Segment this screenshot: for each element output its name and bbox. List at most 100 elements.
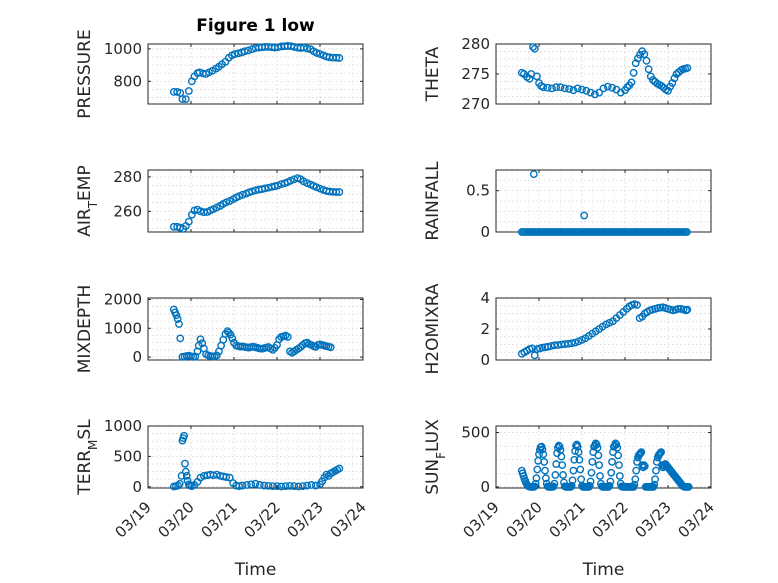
data-point [316, 50, 324, 58]
data-point [614, 451, 623, 460]
data-point [555, 442, 564, 451]
data-point [174, 481, 183, 490]
data-point [260, 481, 268, 490]
data-point [335, 464, 344, 473]
data-point [550, 479, 559, 488]
data-point [683, 64, 692, 72]
x-axis-label: Time [582, 560, 625, 580]
data-point [552, 460, 561, 468]
data-point [307, 481, 316, 489]
data-point [573, 442, 582, 451]
data-point [326, 343, 335, 352]
data-point [607, 468, 616, 477]
data-point [613, 443, 622, 452]
data-point [552, 83, 561, 92]
data-point [608, 83, 616, 92]
data-point [615, 461, 623, 470]
data-point [605, 481, 614, 490]
y-axis-label: PRESSURE [75, 29, 95, 118]
y-tick-label: 0.5 [466, 182, 490, 200]
data-point [222, 473, 231, 481]
data-point [627, 78, 636, 87]
data-point [652, 466, 660, 475]
data-point [575, 455, 584, 464]
data-point [172, 311, 181, 320]
y-tick-label: 1000 [104, 40, 142, 58]
data-point [568, 476, 577, 485]
data-point [290, 482, 299, 491]
data-point [294, 482, 303, 491]
data-point [181, 467, 190, 476]
data-point [543, 342, 552, 351]
data-point [608, 457, 616, 466]
data-point [674, 304, 683, 313]
data-point [335, 188, 344, 196]
subplot-2: 270 275 280 THETA [423, 35, 712, 113]
data-point [594, 451, 603, 460]
data-point [175, 320, 183, 328]
y-tick-label: 280 [113, 168, 142, 186]
y-tick-label: 2000 [104, 290, 142, 308]
data-point [560, 84, 569, 93]
data-point [534, 456, 543, 465]
x-tick-label: 03/24 [327, 498, 370, 541]
data-point [567, 481, 576, 490]
data-point [539, 450, 548, 459]
data-point [530, 351, 539, 360]
data-point [543, 83, 552, 92]
data-point [525, 74, 534, 83]
data-point [296, 343, 305, 351]
data-point [630, 480, 639, 489]
data-point [541, 466, 549, 475]
axes-box [147, 425, 364, 489]
data-point [303, 481, 311, 490]
data-point [612, 440, 621, 449]
data-point [529, 43, 537, 51]
data-point [588, 457, 597, 466]
y-tick-label: 280 [461, 35, 490, 53]
data-point [335, 54, 344, 62]
y-tick-label: 0 [132, 478, 142, 496]
data-point [576, 465, 585, 474]
data-point [565, 85, 573, 93]
data-point [273, 482, 281, 491]
subplot-3: 260 280 AIRTEMP [75, 165, 364, 237]
data-point [571, 338, 580, 347]
y-tick-label: 0 [480, 223, 490, 241]
data-point [235, 482, 244, 491]
data-point [683, 305, 692, 314]
data-point [582, 86, 591, 95]
data-point [238, 190, 247, 199]
data-point [551, 471, 560, 479]
data-point [268, 482, 277, 491]
data-point [261, 184, 269, 193]
data-point [530, 44, 539, 53]
axes-box [147, 297, 364, 361]
y-tick-label: 270 [461, 95, 490, 113]
subplot-6: 0 2 4 H2OMIXRA [423, 283, 712, 375]
data-point [541, 474, 550, 483]
data-point [181, 459, 189, 468]
y-tick-label: 0 [480, 478, 490, 496]
data-point [650, 480, 659, 489]
x-tick-label: 03/24 [675, 498, 718, 541]
x-tick-label: 03/21 [198, 498, 241, 541]
data-point [332, 53, 341, 62]
data-point [181, 95, 190, 104]
data-point [283, 333, 292, 341]
data-point [577, 475, 586, 484]
data-point [591, 439, 600, 448]
x-tick-label: 03/23 [632, 498, 675, 541]
data-point [570, 455, 579, 464]
data-point [670, 74, 679, 83]
data-point [656, 449, 665, 458]
chart-title: Figure 1 low [196, 16, 315, 36]
data-point [569, 86, 578, 95]
y-axis-label: TERRMSL [75, 419, 100, 496]
data-point [285, 481, 294, 490]
data-point [178, 95, 187, 104]
data-point [528, 344, 537, 353]
data-point [173, 315, 182, 323]
